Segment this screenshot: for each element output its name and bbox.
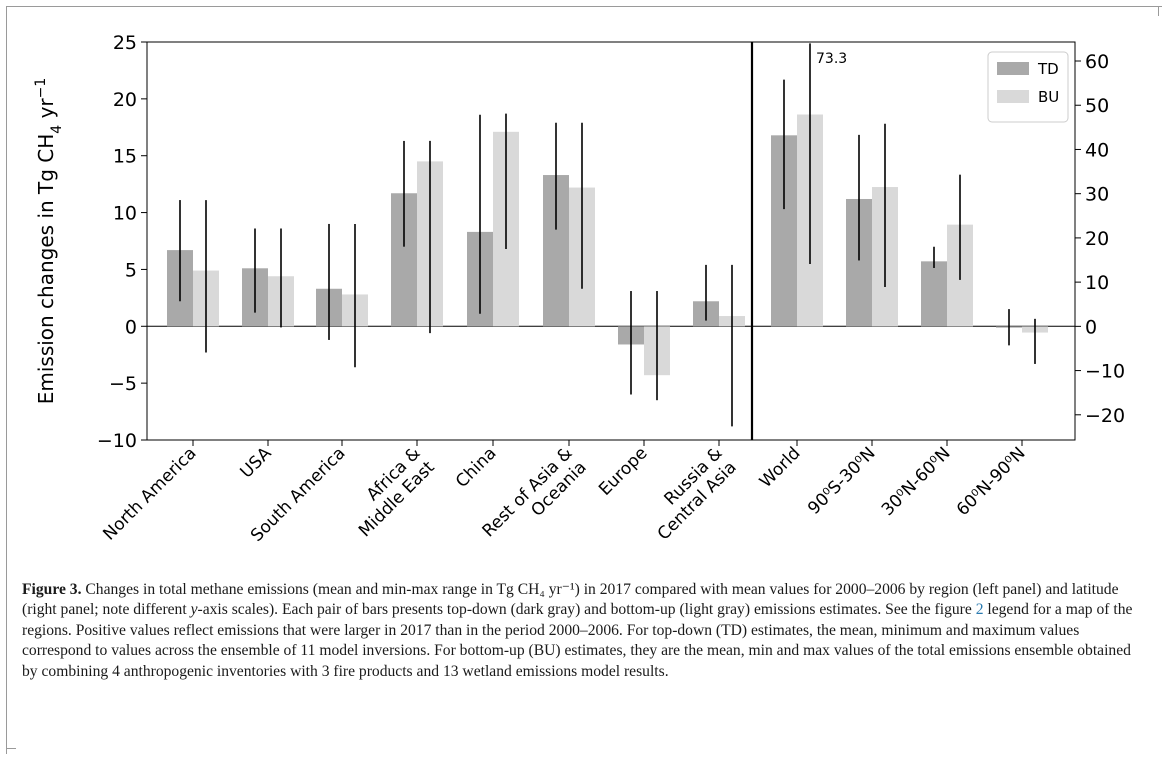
frame-corner-mark bbox=[6, 748, 16, 749]
left-y-tick-label: 20 bbox=[113, 89, 137, 111]
frame-corner-mark bbox=[1158, 6, 1159, 16]
right-y-tick-label: −10 bbox=[1085, 361, 1125, 383]
right-y-tick-label: −20 bbox=[1085, 405, 1125, 427]
left-y-tick-label: −5 bbox=[109, 373, 137, 395]
right-y-tick-label: 40 bbox=[1085, 139, 1109, 161]
x-category-label: China bbox=[452, 443, 500, 491]
left-y-tick-label: 5 bbox=[125, 259, 137, 281]
x-category-label: North America bbox=[99, 443, 200, 544]
left-y-tick-label: 10 bbox=[113, 203, 137, 225]
right-y-tick-label: 10 bbox=[1085, 272, 1109, 294]
world-bu-max-annotation: 73.3 bbox=[816, 51, 847, 67]
legend-label-bu: BU bbox=[1038, 88, 1059, 106]
caption-figure-link[interactable]: 2 bbox=[975, 601, 984, 619]
legend-swatch-td bbox=[997, 62, 1029, 75]
x-category-label: Europe bbox=[595, 443, 651, 499]
left-y-tick-label: 0 bbox=[125, 316, 137, 338]
left-y-tick-label: 15 bbox=[113, 146, 137, 168]
x-category-label: Africa &Middle East bbox=[341, 443, 439, 541]
caption-label: Figure 3. bbox=[22, 581, 82, 598]
caption-text-3: legend for a map of the regions. Positiv… bbox=[22, 601, 1133, 680]
x-category-label: 30⁰N-60⁰N bbox=[878, 443, 955, 520]
plot-frame bbox=[146, 41, 1076, 441]
y-axis-label: Emission changes in Tg CH4 yr−1 bbox=[33, 78, 65, 405]
bar-td bbox=[921, 261, 947, 327]
right-y-tick-label: 20 bbox=[1085, 228, 1109, 250]
caption-y-italic: y bbox=[190, 601, 198, 619]
x-category-label: 60⁰N-90⁰N bbox=[953, 443, 1030, 520]
left-y-tick-label: 25 bbox=[113, 32, 137, 54]
methane-emissions-bar-chart: 2520151050−5−106050403020100−10−20North … bbox=[33, 32, 1125, 546]
caption-text-2: -axis scales). Each pair of bars present… bbox=[197, 601, 976, 619]
right-y-tick-label: 30 bbox=[1085, 184, 1109, 206]
left-y-tick-label: −10 bbox=[97, 430, 137, 452]
x-category-label: Russia &Central Asia bbox=[640, 443, 741, 544]
x-category-label: World bbox=[756, 443, 805, 492]
legend-label-td: TD bbox=[1037, 60, 1059, 78]
legend-swatch-bu bbox=[997, 90, 1029, 103]
x-category-label: 90⁰S-30⁰N bbox=[804, 443, 879, 518]
figure-frame bbox=[6, 6, 1162, 754]
figure-caption: Figure 3. Changes in total methane emiss… bbox=[22, 580, 1142, 682]
caption-text-1: Changes in total methane emissions (mean… bbox=[22, 581, 1119, 619]
right-y-tick-label: 50 bbox=[1085, 95, 1109, 117]
x-category-label: USA bbox=[237, 443, 276, 482]
right-y-tick-label: 60 bbox=[1085, 51, 1109, 73]
right-y-tick-label: 0 bbox=[1085, 316, 1097, 338]
